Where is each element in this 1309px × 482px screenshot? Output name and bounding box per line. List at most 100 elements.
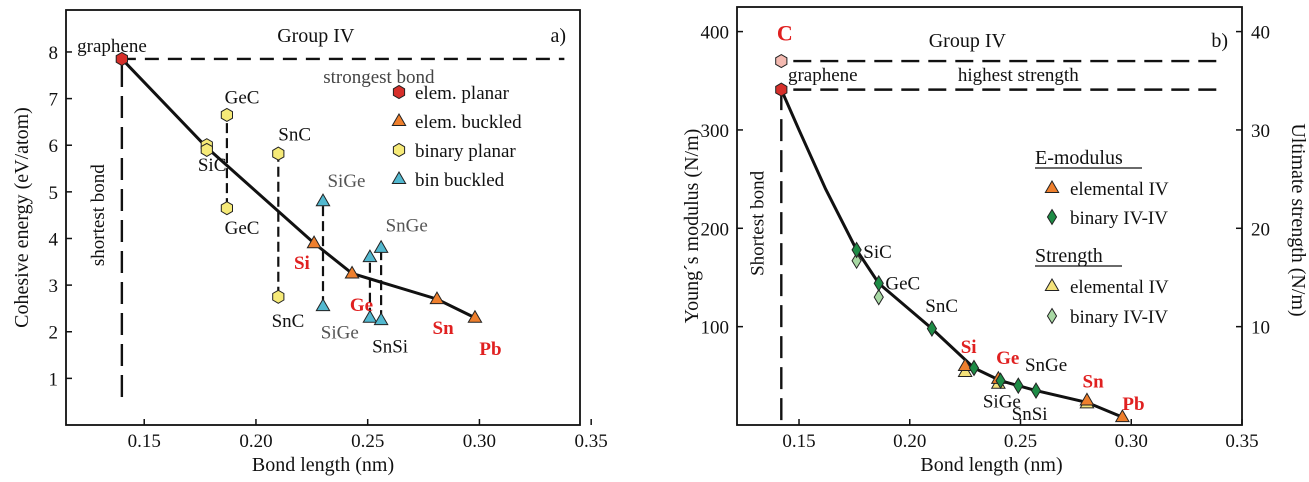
panel-b-ytick-label: 400 — [701, 23, 730, 44]
panel-a-ytick-label: 6 — [49, 136, 59, 157]
panel-b-legend-marker — [1044, 179, 1060, 194]
panel-b-annotation: graphene — [788, 65, 858, 86]
panel-a-point — [272, 289, 285, 304]
panel-a-legend-label: elem. planar — [415, 83, 510, 104]
panel-b-xtick-label: 0.15 — [782, 431, 815, 452]
panel-a-tag: a) — [550, 25, 566, 47]
panel-b-y2tick-label: 40 — [1251, 23, 1270, 44]
panel-b-ytick-label: 200 — [701, 219, 730, 240]
panel-b-y2tick-label: 30 — [1251, 121, 1270, 142]
panel-a-point — [362, 249, 378, 263]
panel-a-xtick-label: 0.35 — [575, 431, 608, 452]
panel-b-xtick-label: 0.35 — [1225, 431, 1258, 452]
panel-b: 0.15 0.20 0.25 0.30 0.35 100 200 300 400 10 20 30 40… — [681, 6, 1309, 476]
panel-b-point — [968, 359, 980, 377]
panel-b-y2tick-label: 10 — [1251, 318, 1270, 339]
panel-a-annotation: Si — [294, 253, 310, 274]
panel-a-legend-label: bin buckled — [415, 170, 505, 191]
panel-b-point — [1030, 382, 1042, 400]
panel-a-xtick-label: 0.20 — [239, 431, 272, 452]
panel-b-highest-strength-label: highest strength — [958, 65, 1079, 86]
panel-b-point — [775, 54, 788, 69]
panel-b-legend-marker — [1044, 277, 1060, 292]
panel-a-point — [373, 239, 389, 253]
panel-b-annotation: Ge — [996, 348, 1019, 369]
panel-a-annotation: graphene — [77, 36, 147, 57]
panel-b-xtick-label: 0.20 — [893, 431, 926, 452]
panel-b-annotation: SiC — [863, 242, 892, 263]
panel-a-point — [429, 291, 445, 305]
panel-a-annotation: GeC — [225, 218, 260, 239]
panel-b-point — [873, 274, 884, 292]
panel-b-annotation: SnGe — [1025, 355, 1067, 376]
panel-a-legend-marker — [391, 112, 407, 127]
panel-a-point — [220, 107, 233, 122]
panel-b-point — [995, 372, 1006, 390]
panel-b-annotation: SiGe — [983, 391, 1021, 412]
panel-a-ytick-label: 2 — [49, 323, 59, 344]
panel-b-frame — [736, 6, 1243, 426]
panel-a-ytick-label: 3 — [49, 276, 59, 297]
panel-a-strongest-bond-label: strongest bond — [323, 67, 435, 88]
panel-a-point — [344, 265, 360, 279]
panel-b-legend-marker — [1046, 307, 1058, 325]
panel-a: 0.15 0.20 0.25 0.30 0.35 1 2 3 4 5 6 7 8 Bond length … — [11, 9, 608, 476]
panel-a-legend-marker — [392, 142, 406, 158]
panel-b-point — [851, 252, 862, 270]
panel-a-annotation: GeC — [225, 87, 260, 108]
panel-a-point — [200, 142, 213, 157]
panel-a-legend-marker — [392, 84, 406, 100]
panel-b-group-label: Group IV — [929, 30, 1007, 52]
panel-b-annotation: Pb — [1122, 394, 1144, 415]
panel-b-point — [1114, 409, 1130, 423]
panel-a-annotation: SnSi — [372, 337, 408, 358]
panel-b-annotation: Sn — [1083, 372, 1105, 393]
panel-a-annotation: SiC — [198, 155, 227, 176]
panel-b-annotation: Si — [961, 337, 977, 358]
panel-a-point — [362, 309, 378, 323]
panel-a-ytick-label: 1 — [49, 369, 59, 390]
panel-a-annotation: SnC — [272, 311, 305, 332]
panel-b-point — [1013, 377, 1024, 395]
panel-a-group-label: Group IV — [277, 25, 355, 47]
panel-a-point — [467, 309, 483, 323]
panel-b-point — [1079, 392, 1095, 406]
panel-a-point — [115, 51, 128, 67]
panel-a-legend-label: binary planar — [415, 141, 516, 162]
panel-a-ytick-label: 8 — [49, 43, 59, 64]
panel-b-xlabel: Bond length (nm) — [920, 454, 1062, 476]
panel-b-shortest-bond-label: Shortest bond — [747, 170, 768, 276]
panel-a-annotation: Sn — [433, 318, 455, 339]
panel-a-ytick-label: 7 — [49, 90, 59, 111]
panel-a-shortest-bond-label: shortest bond — [88, 164, 109, 266]
panel-a-point — [315, 193, 331, 207]
panel-b-annotation: SnSi — [1012, 404, 1048, 425]
panel-a-point — [220, 201, 233, 216]
panel-a-legend-label: elem. buckled — [415, 112, 522, 133]
panel-a-legend-marker — [391, 170, 407, 185]
panel-b-y2label: Ultimate strength (N/m) — [1287, 123, 1309, 316]
panel-b-ytick-label: 300 — [701, 121, 730, 142]
panel-a-point — [315, 298, 331, 312]
panel-b-legend-label: binary IV-IV — [1070, 307, 1168, 328]
panel-b-legend-label: elemental IV — [1070, 277, 1169, 298]
panel-a-point — [373, 312, 389, 326]
panel-a-xtick-label: 0.25 — [351, 431, 384, 452]
panel-a-point — [272, 146, 285, 161]
panel-b-tag: b) — [1211, 30, 1228, 52]
panel-b-legend-title: Strength — [1035, 245, 1103, 267]
panel-a-xtick-label: 0.30 — [463, 431, 496, 452]
panel-b-legend-label: elemental IV — [1070, 179, 1169, 200]
panel-b-xtick-label: 0.30 — [1115, 431, 1148, 452]
panel-a-ytick-label: 5 — [49, 183, 59, 204]
panel-a-ytick-label: 4 — [49, 229, 59, 250]
panel-b-legend-marker — [1046, 208, 1058, 226]
panel-a-annotation: SnGe — [386, 215, 428, 236]
panel-b-annotation: C — [777, 20, 793, 45]
panel-b-point — [957, 357, 973, 372]
panel-a-annotation: Pb — [479, 339, 501, 360]
panel-a-frame — [65, 9, 581, 426]
panel-b-y2tick-label: 20 — [1251, 219, 1270, 240]
panel-b-legend-label: binary IV-IV — [1070, 208, 1168, 229]
